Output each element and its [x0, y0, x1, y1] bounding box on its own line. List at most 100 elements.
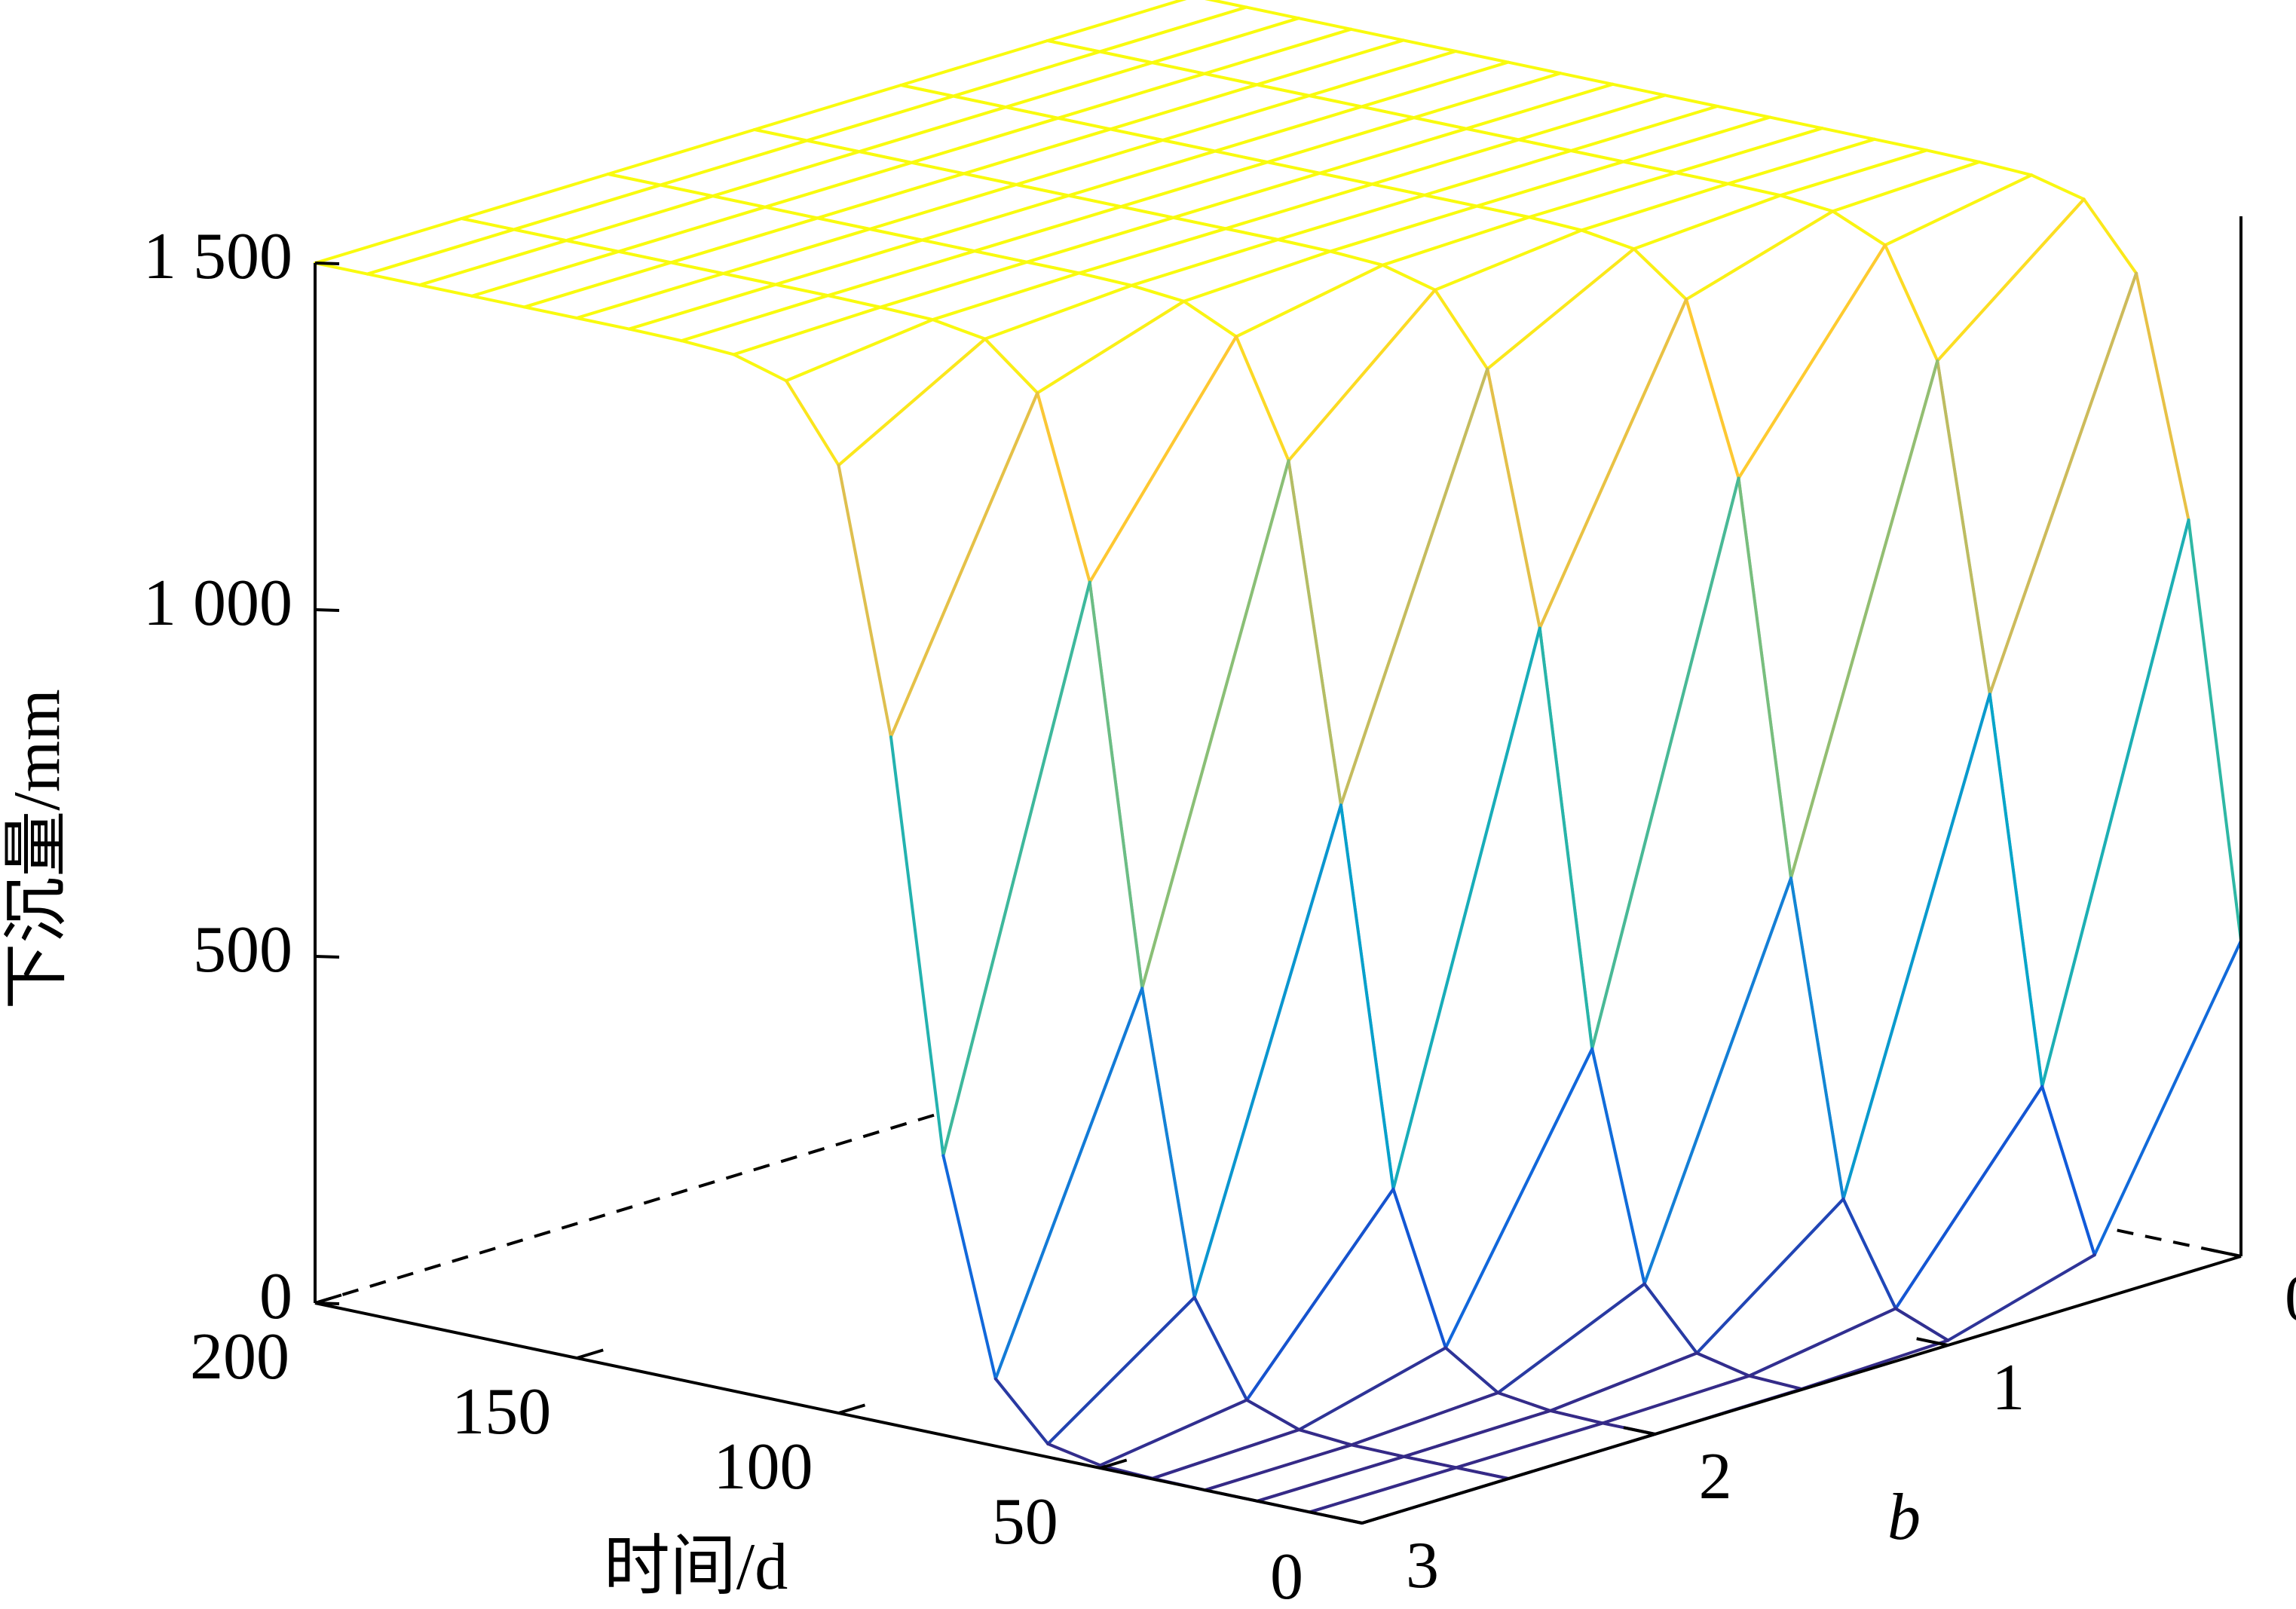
- mesh-line: [366, 272, 421, 287]
- mesh-line: [1475, 204, 1531, 219]
- mesh-line: [910, 161, 966, 176]
- surface-face: [1110, 84, 1309, 140]
- mesh-line: [1747, 1374, 1803, 1391]
- surface-face: [880, 262, 1079, 320]
- mesh-line: [1988, 693, 2044, 1088]
- mesh-line: [1150, 17, 1300, 65]
- surface-face: [1205, 29, 1404, 85]
- mesh-line: [565, 194, 715, 243]
- mesh-line: [575, 317, 631, 331]
- surface-face: [1603, 1375, 1802, 1434]
- mesh-line: [1161, 94, 1311, 142]
- mesh-line: [1391, 1187, 1447, 1350]
- mesh-line: [857, 150, 914, 164]
- mesh-line: [659, 183, 715, 198]
- mesh-line: [1203, 1443, 1353, 1492]
- surface-face: [1205, 1445, 1404, 1501]
- mesh-line: [1841, 1198, 1897, 1311]
- surface-face: [1267, 118, 1467, 173]
- mesh-line: [1307, 50, 1458, 97]
- mesh-line: [1789, 876, 1845, 1201]
- mesh-line: [805, 94, 955, 142]
- surface-face: [608, 130, 807, 185]
- mesh-line: [1726, 137, 1876, 185]
- mesh-line: [1109, 83, 1259, 131]
- mesh-line: [1422, 149, 1573, 197]
- surface-face: [1309, 1467, 1509, 1523]
- mesh-line: [1130, 283, 1186, 303]
- mesh-line: [920, 194, 1070, 242]
- mesh-line: [785, 379, 840, 467]
- surface-face: [1121, 162, 1320, 218]
- mesh-line: [711, 194, 767, 209]
- surface-face: [1749, 1308, 1949, 1390]
- z-tick-label: 1 000: [143, 567, 292, 640]
- mesh-line: [1517, 93, 1667, 142]
- mesh-line: [627, 327, 684, 343]
- surface-face: [1937, 199, 2137, 695]
- mesh-line: [721, 228, 871, 275]
- mesh-line: [785, 318, 935, 383]
- surface-face: [315, 219, 514, 274]
- mesh-line: [993, 1377, 1050, 1445]
- surface-face: [1330, 206, 1529, 265]
- mesh-line: [1161, 139, 1217, 153]
- surface-face: [869, 185, 1069, 240]
- surface-face: [1152, 18, 1352, 74]
- mesh-line: [1454, 50, 1510, 64]
- mesh-line: [774, 283, 830, 298]
- surface-face: [995, 988, 1195, 1444]
- y-tick: [1916, 1337, 1949, 1347]
- surface-face: [1518, 95, 1718, 151]
- mesh-line: [1004, 61, 1154, 109]
- mesh-line: [314, 217, 464, 265]
- mesh-line: [1098, 50, 1154, 65]
- mesh-line: [1045, 0, 1187, 42]
- surface-face: [828, 251, 1027, 307]
- mesh-line: [1255, 83, 1311, 97]
- mesh-line: [1015, 183, 1070, 197]
- mesh-line: [1548, 1409, 1605, 1425]
- mesh-line: [1244, 5, 1300, 20]
- mesh-line: [1433, 228, 1584, 292]
- mesh-line: [470, 249, 620, 298]
- surface-face: [1068, 151, 1268, 207]
- mesh-line: [732, 353, 788, 383]
- mesh-line: [1349, 1391, 1500, 1447]
- mesh-line: [2030, 173, 2086, 201]
- mesh-line: [680, 339, 736, 356]
- mesh-line: [1056, 72, 1207, 120]
- mesh-line: [1308, 1466, 1458, 1514]
- mesh-line: [1621, 115, 1771, 164]
- mesh-line: [1925, 148, 1981, 164]
- surface-face: [1393, 628, 1593, 1348]
- mesh-line: [1538, 626, 1594, 1051]
- mesh-line: [1088, 335, 1238, 584]
- mesh-line: [1256, 1455, 1406, 1503]
- surface-face: [1382, 217, 1582, 290]
- mesh-line: [1778, 194, 1835, 213]
- surface-face: [1340, 369, 1540, 1189]
- mesh-line: [931, 271, 1081, 322]
- x-tick-label: 100: [714, 1430, 813, 1503]
- surface-face: [1529, 173, 1728, 231]
- surface-face: [1058, 73, 1257, 130]
- mesh-line: [1695, 1198, 1845, 1355]
- mesh-line: [1370, 138, 1520, 186]
- mesh-line: [941, 580, 1091, 1158]
- mesh-line: [931, 318, 987, 341]
- mesh-line: [1789, 359, 1939, 880]
- mesh-line: [1893, 1084, 2044, 1311]
- mesh-line: [1401, 38, 1458, 53]
- mesh-line: [1538, 298, 1688, 630]
- surface-face: [1048, 1297, 1247, 1466]
- mesh-line: [1088, 580, 1144, 990]
- mesh-line: [1046, 1442, 1102, 1467]
- mesh-line: [805, 139, 861, 154]
- surface-face: [1498, 1283, 1698, 1411]
- mesh-line: [774, 238, 924, 286]
- mesh-line: [983, 337, 1039, 395]
- mesh-line: [951, 94, 1008, 109]
- mesh-line: [1045, 39, 1102, 54]
- surface-face: [1592, 478, 1791, 1284]
